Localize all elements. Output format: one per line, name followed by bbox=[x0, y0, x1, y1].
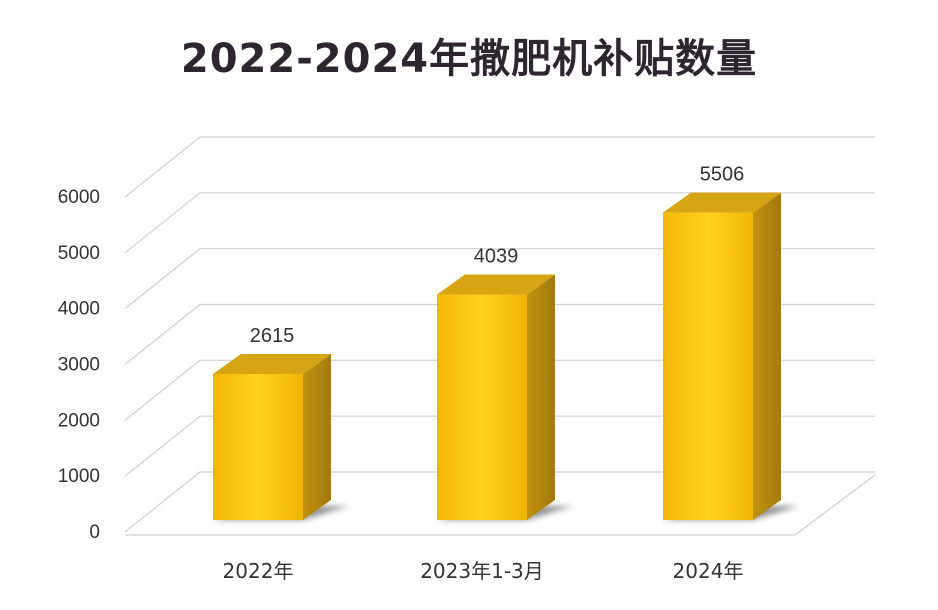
bar-top bbox=[663, 192, 781, 213]
x-tick-label: 2024年 bbox=[673, 559, 744, 583]
gridline bbox=[124, 415, 875, 477]
x-tick-label: 2022年 bbox=[223, 559, 294, 583]
data-label: 5506 bbox=[700, 164, 745, 186]
bar-top bbox=[437, 274, 555, 295]
gridline bbox=[124, 248, 875, 310]
y-tick-label: 1000 bbox=[58, 466, 100, 487]
grid-layer bbox=[124, 136, 876, 536]
x-axis: 2022年 2023年1-3月 2024年 bbox=[223, 559, 744, 583]
y-tick-label: 4000 bbox=[58, 299, 100, 320]
y-tick-label: 0 bbox=[89, 522, 100, 543]
x-tick-label: 2023年1-3月 bbox=[420, 559, 544, 583]
gridline bbox=[124, 303, 875, 365]
bar-side bbox=[527, 274, 555, 520]
y-axis: 0 1000 2000 3000 4000 5000 6000 bbox=[58, 187, 100, 543]
bars: 2615 4039 5506 bbox=[213, 164, 799, 520]
bar-front bbox=[437, 294, 527, 520]
y-tick-label: 5000 bbox=[58, 243, 100, 264]
bar: 4039 bbox=[437, 245, 573, 520]
y-tick-label: 2000 bbox=[58, 410, 100, 431]
chart-title: 2022-2024年撒肥机补贴数量 bbox=[180, 36, 758, 82]
bar: 2615 bbox=[213, 325, 349, 520]
bar: 5506 bbox=[663, 164, 799, 520]
bar-front bbox=[213, 373, 303, 520]
gridline bbox=[124, 471, 875, 533]
data-label: 4039 bbox=[474, 245, 519, 267]
bar-front bbox=[663, 212, 753, 520]
y-tick-label: 6000 bbox=[58, 187, 100, 208]
gridline bbox=[124, 359, 875, 421]
bar-top bbox=[213, 353, 331, 374]
y-tick-label: 3000 bbox=[58, 355, 100, 376]
floor-edge-right bbox=[794, 474, 876, 536]
gridline bbox=[124, 192, 875, 254]
bar-side bbox=[303, 353, 331, 520]
bar-side bbox=[753, 192, 781, 520]
gridline bbox=[124, 136, 875, 198]
data-label: 2615 bbox=[250, 325, 295, 347]
